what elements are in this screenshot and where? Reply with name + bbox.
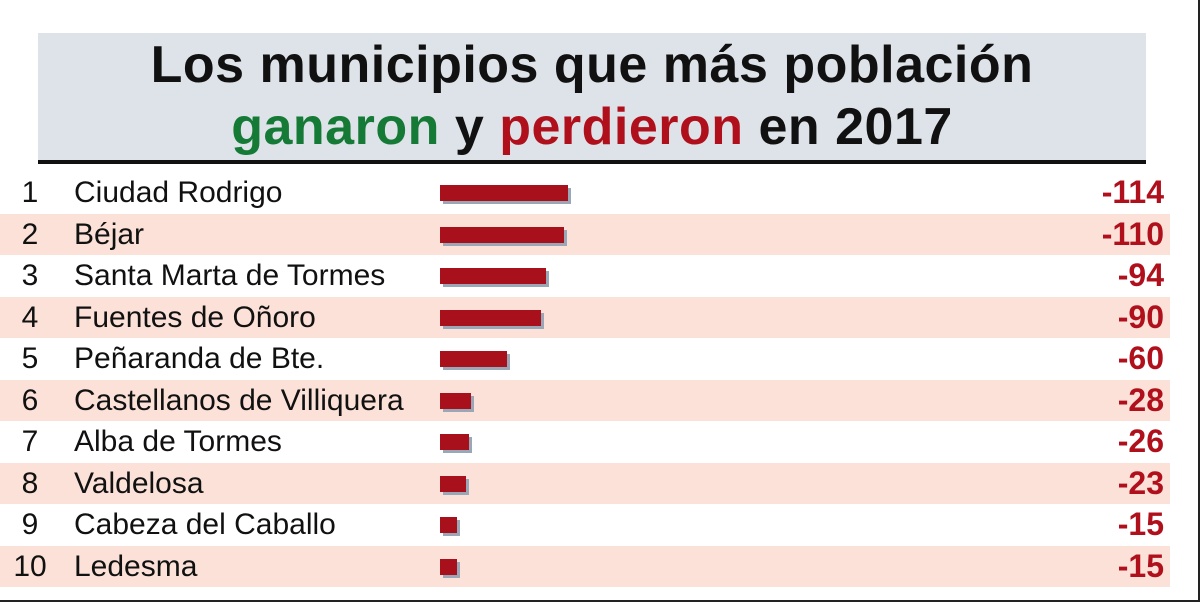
bar-mark (440, 185, 568, 201)
bar-mark (440, 475, 466, 492)
rank-number: 7 (21, 425, 39, 458)
rank-number: 4 (21, 300, 39, 334)
rank-number: 1 (21, 176, 39, 209)
table-row: 5 Peñaranda de Bte. -60 (0, 338, 1170, 380)
table-row: 6 Castellanos de Villiquera -28 (0, 379, 1170, 421)
value-label: -90 (1117, 298, 1164, 335)
table-row: 9 Cabeza del Caballo -15 (0, 504, 1170, 546)
rank-number: 5 (21, 342, 39, 375)
bar-mark (440, 226, 564, 243)
bar-mark (440, 558, 457, 575)
bar-mark (440, 434, 469, 450)
municipality-name: Alba de Tormes (74, 425, 282, 458)
title-word-ganaron: ganaron (231, 98, 440, 156)
table-row: 4 Fuentes de Oñoro -90 (0, 296, 1170, 338)
value-label: -15 (1117, 506, 1164, 542)
municipality-name: Ledesma (74, 549, 198, 583)
value-label: -26 (1117, 423, 1164, 459)
municipality-name: Ciudad Rodrigo (74, 176, 283, 209)
value-label: -114 (1101, 174, 1164, 210)
municipality-name: Béjar (74, 217, 145, 251)
bar-mark (440, 392, 471, 409)
value-label: -94 (1117, 257, 1164, 293)
rank-number: 10 (13, 549, 47, 583)
title-line-2: ganaron y perdieron en 2017 (38, 97, 1146, 157)
bar-mark (440, 517, 457, 533)
title-word-y: y (454, 98, 485, 156)
bar-mark (440, 309, 541, 326)
value-label: -28 (1117, 381, 1164, 418)
rank-number: 6 (21, 383, 39, 417)
municipality-name: Cabeza del Caballo (74, 508, 336, 541)
rank-number: 8 (21, 466, 39, 500)
municipality-name: Valdelosa (74, 466, 204, 500)
municipality-name: Peñaranda de Bte. (74, 342, 325, 375)
rank-number: 3 (21, 259, 39, 292)
table-row: 1 Ciudad Rodrigo -114 (0, 172, 1170, 214)
value-label: -110 (1101, 215, 1164, 252)
ranking-list: 1 Ciudad Rodrigo -114 2 Béjar -110 3 Santa Mart… (0, 172, 1170, 587)
table-row: 7 Alba de Tormes -26 (0, 421, 1170, 463)
title-word-perdieron: perdieron (499, 98, 744, 156)
bar-mark (440, 351, 507, 367)
table-row: 2 Béjar -110 (0, 213, 1170, 255)
rank-number: 2 (21, 217, 39, 251)
table-row: 8 Valdelosa -23 (0, 462, 1170, 504)
table-row: 10 Ledesma -15 (0, 545, 1170, 587)
table-row: 3 Santa Marta de Tormes -94 (0, 255, 1170, 297)
bar-mark (440, 268, 546, 284)
municipality-name: Santa Marta de Tormes (74, 259, 386, 292)
value-label: -60 (1117, 340, 1164, 376)
title-divider (38, 160, 1146, 164)
value-label: -23 (1117, 464, 1164, 501)
rank-number: 9 (21, 508, 39, 541)
title-line-1: Los municipios que más población (150, 36, 1034, 94)
title-box: Los municipios que más población ganaron… (38, 33, 1146, 161)
municipality-name: Fuentes de Oñoro (74, 300, 316, 334)
value-label: -15 (1117, 547, 1164, 584)
municipality-name: Castellanos de Villiquera (74, 383, 404, 417)
title-word-year: en 2017 (758, 98, 953, 156)
